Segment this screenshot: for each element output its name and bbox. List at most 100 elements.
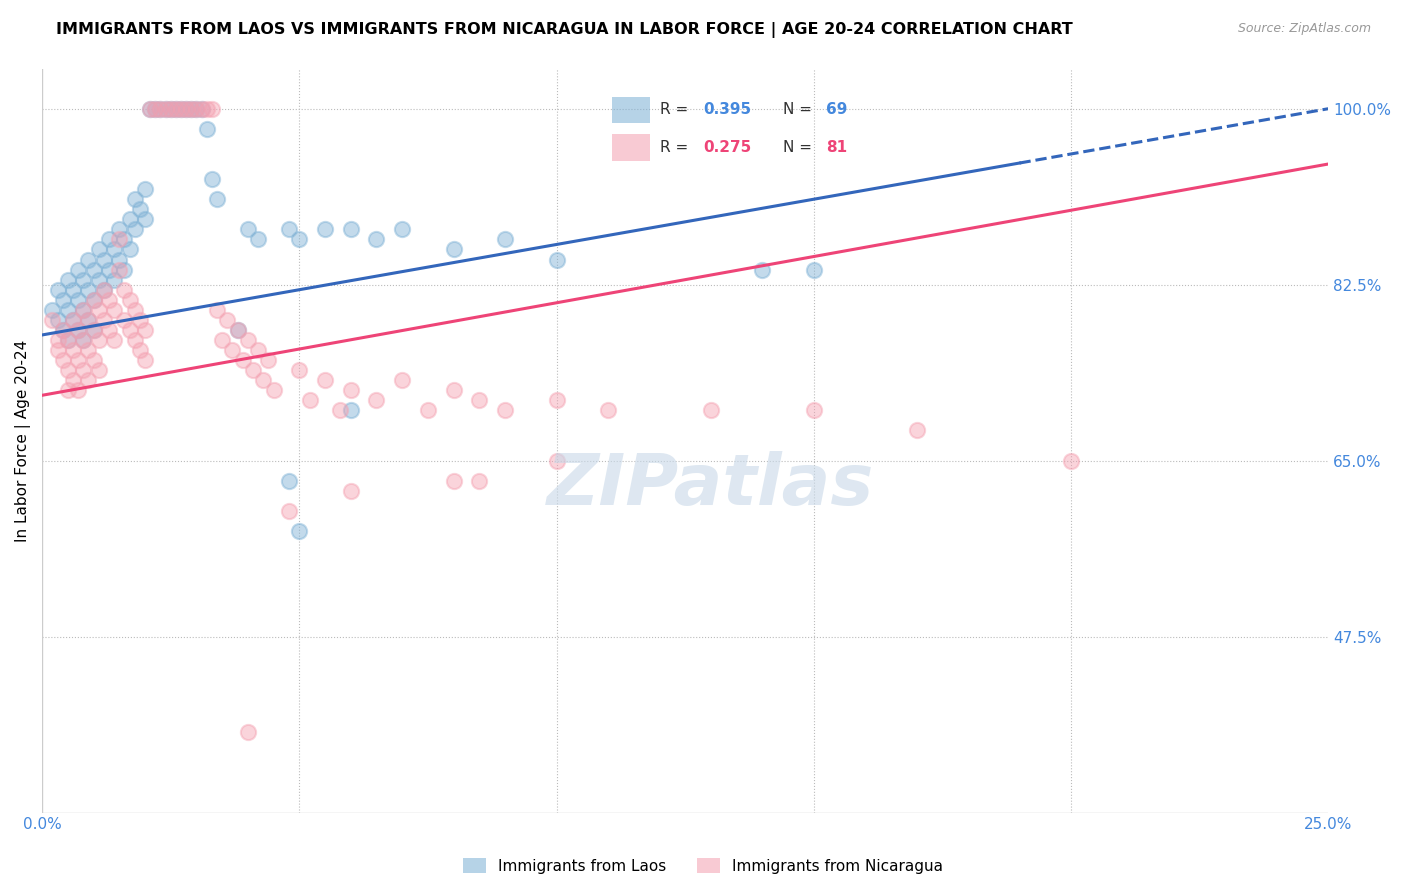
Point [118, 293, 141, 307]
Point [98, 232, 121, 246]
Point [62, 313, 84, 327]
Point [443, 474, 465, 488]
Point [288, 524, 311, 538]
Point [103, 302, 125, 317]
Point [201, 102, 224, 116]
Point [56, 302, 79, 317]
Point [165, 102, 187, 116]
Point [118, 212, 141, 227]
Point [226, 323, 249, 337]
Point [52, 323, 75, 337]
Point [226, 323, 249, 337]
Point [205, 192, 228, 206]
Point [195, 121, 218, 136]
Point [98, 262, 121, 277]
Point [190, 102, 212, 116]
Point [186, 102, 208, 116]
Point [546, 252, 568, 267]
Point [87, 273, 110, 287]
Point [236, 222, 259, 236]
Point [52, 293, 75, 307]
Point [41, 302, 63, 317]
Point [52, 353, 75, 368]
Point [87, 302, 110, 317]
Legend: Immigrants from Laos, Immigrants from Nicaragua: Immigrants from Laos, Immigrants from Ni… [457, 852, 949, 880]
Point [905, 424, 928, 438]
Point [468, 474, 491, 488]
Point [67, 293, 90, 307]
Point [314, 373, 336, 387]
Point [298, 393, 321, 408]
Point [211, 333, 233, 347]
Point [139, 102, 162, 116]
Point [124, 222, 146, 236]
Point [87, 363, 110, 377]
Point [247, 232, 270, 246]
Point [118, 323, 141, 337]
Point [242, 363, 264, 377]
Point [87, 243, 110, 257]
Point [339, 384, 361, 398]
Point [77, 343, 100, 357]
Point [180, 102, 202, 116]
Point [288, 232, 311, 246]
Point [46, 343, 69, 357]
Point [700, 403, 723, 417]
Point [221, 343, 243, 357]
Point [596, 403, 619, 417]
Point [62, 283, 84, 297]
Point [236, 333, 259, 347]
Point [339, 483, 361, 498]
Point [108, 262, 131, 277]
Point [174, 102, 197, 116]
Point [155, 102, 177, 116]
Point [546, 453, 568, 467]
Point [546, 393, 568, 408]
Point [416, 403, 439, 417]
Point [165, 102, 187, 116]
Point [186, 102, 208, 116]
Point [201, 172, 224, 186]
Point [170, 102, 193, 116]
Point [56, 333, 79, 347]
Point [494, 232, 516, 246]
Point [112, 262, 135, 277]
Point [174, 102, 197, 116]
Point [77, 283, 100, 297]
Point [46, 283, 69, 297]
Point [67, 353, 90, 368]
Point [339, 403, 361, 417]
Point [751, 262, 773, 277]
Point [52, 323, 75, 337]
Point [62, 373, 84, 387]
Point [108, 252, 131, 267]
Point [494, 403, 516, 417]
Point [46, 313, 69, 327]
Point [112, 232, 135, 246]
Point [149, 102, 172, 116]
Point [139, 102, 162, 116]
Point [366, 393, 388, 408]
Point [93, 283, 115, 297]
Point [103, 273, 125, 287]
Point [87, 333, 110, 347]
Point [83, 293, 105, 307]
Point [56, 273, 79, 287]
Point [143, 102, 166, 116]
Point [77, 252, 100, 267]
Point [56, 333, 79, 347]
Point [278, 504, 301, 518]
Point [67, 323, 90, 337]
Point [128, 343, 150, 357]
Point [72, 363, 94, 377]
Point [143, 102, 166, 116]
Point [124, 333, 146, 347]
Point [443, 243, 465, 257]
Text: IMMIGRANTS FROM LAOS VS IMMIGRANTS FROM NICARAGUA IN LABOR FORCE | AGE 20-24 COR: IMMIGRANTS FROM LAOS VS IMMIGRANTS FROM … [56, 22, 1073, 38]
Point [288, 363, 311, 377]
Point [83, 353, 105, 368]
Point [77, 373, 100, 387]
Point [46, 333, 69, 347]
Point [314, 222, 336, 236]
Point [134, 182, 156, 196]
